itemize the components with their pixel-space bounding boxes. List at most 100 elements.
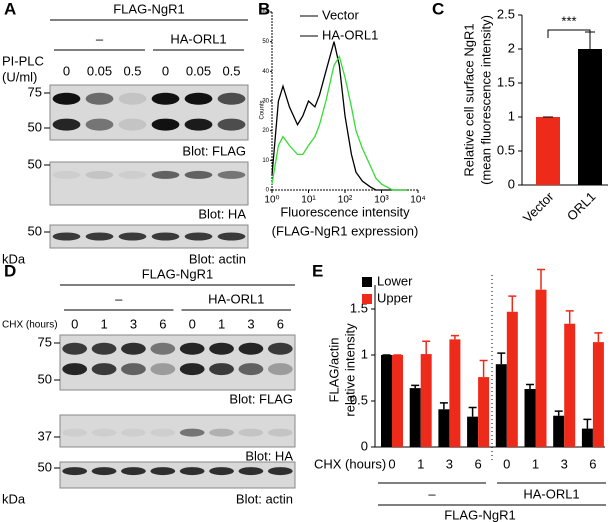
band	[238, 342, 264, 355]
blot-label: Blot: FLAG	[229, 391, 293, 406]
band	[118, 118, 147, 131]
error-bar	[583, 418, 592, 429]
bar	[438, 409, 450, 447]
x-tick-label: 1	[532, 456, 539, 471]
band	[91, 342, 117, 355]
lane-label: 0	[71, 316, 78, 331]
treatment-unit: (U/ml)	[2, 69, 37, 84]
band	[62, 342, 88, 355]
error-bar	[468, 406, 477, 417]
lane-label: 0	[63, 63, 70, 78]
legend-label: Vector	[322, 7, 360, 22]
bar	[535, 289, 547, 447]
band	[91, 363, 117, 376]
band	[118, 232, 147, 241]
band	[85, 118, 114, 131]
bar	[409, 388, 421, 447]
error-bar	[497, 352, 506, 365]
band	[184, 232, 213, 241]
bar	[478, 377, 490, 447]
band	[151, 92, 180, 105]
y-axis-label: FLAG/actin	[326, 337, 341, 402]
lane-label: 0.05	[186, 63, 211, 78]
error-bar	[411, 384, 420, 389]
x-tick-label: 10²	[338, 195, 353, 206]
band	[267, 342, 293, 355]
error-bar	[554, 410, 563, 416]
lane-label: 3	[247, 316, 254, 331]
lane-label: 1	[100, 316, 107, 331]
marker-label: 50	[38, 459, 52, 474]
band	[62, 467, 88, 476]
lane-label: 6	[277, 316, 284, 331]
annotation: ***	[561, 13, 576, 28]
legend-label: Upper	[377, 290, 413, 305]
lane-label: 6	[159, 316, 166, 331]
group-label: –	[96, 31, 104, 46]
bar	[592, 342, 604, 447]
marker-label: 75	[28, 84, 42, 99]
y-axis-label: (mean fluorescence intensity)	[478, 15, 493, 185]
y-tick-label: 60	[262, 10, 269, 16]
x-tick-label: 10⁴	[410, 195, 425, 206]
band	[150, 363, 176, 376]
band	[121, 428, 146, 437]
blot-label: Blot: actin	[236, 491, 293, 506]
band	[121, 467, 146, 476]
treatment-label: CHX (hours)	[2, 320, 58, 331]
legend-label: Lower	[377, 273, 413, 288]
x-tick-label: ORL1	[564, 189, 599, 224]
legend-swatch	[362, 294, 372, 304]
x-tick-label: Vector	[520, 188, 557, 225]
x-axis-label: (FLAG-NgR1 expression)	[272, 223, 419, 238]
x-tick-label: 3	[561, 456, 568, 471]
band	[151, 232, 180, 241]
x-axis-label: Fluorescence intensity	[280, 204, 410, 219]
marker-label: 50	[28, 156, 42, 171]
band	[52, 170, 81, 179]
error-bar	[594, 332, 603, 343]
x-tick-label: 10⁰	[264, 195, 279, 206]
panel-label: B	[258, 0, 270, 18]
blot-image	[59, 334, 296, 391]
band	[52, 118, 81, 131]
histogram-line	[271, 41, 408, 191]
band	[184, 92, 213, 105]
group-label: –	[115, 291, 123, 306]
blot-label: Blot: HA	[245, 448, 293, 463]
x-tick-label: 0	[388, 456, 395, 471]
group-label: HA-ORL1	[523, 486, 579, 501]
y-tick-label: 0.5	[497, 142, 515, 157]
x-tick-label: 1	[417, 456, 424, 471]
y-tick-label: 10	[262, 158, 269, 164]
band	[238, 363, 264, 376]
x-axis-label: CHX (hours)	[314, 456, 386, 471]
error-bar	[508, 295, 517, 312]
marker-label: 50	[38, 371, 52, 386]
lane-label: 0	[189, 316, 196, 331]
band	[184, 118, 213, 131]
band	[52, 92, 81, 105]
band	[217, 170, 246, 179]
panel-label: A	[4, 0, 16, 18]
bar	[553, 415, 565, 447]
legend-label: HA-ORL1	[322, 27, 378, 42]
x-tick-label: 10¹	[301, 195, 316, 206]
blot-label: Blot: HA	[198, 206, 246, 221]
error-bar	[479, 359, 488, 378]
blot-image	[49, 161, 249, 206]
y-tick-label: 2.5	[497, 6, 515, 21]
construct: FLAG-NgR1	[444, 507, 516, 522]
panel-label: C	[432, 0, 444, 18]
band	[217, 118, 246, 131]
band	[151, 170, 180, 179]
bar	[578, 49, 602, 185]
band	[62, 363, 88, 376]
band	[179, 363, 205, 376]
y-tick-label: 0	[266, 188, 270, 194]
blot-image	[59, 461, 296, 489]
band	[151, 118, 180, 131]
panel-label: D	[4, 261, 16, 280]
error-bar	[450, 334, 459, 340]
